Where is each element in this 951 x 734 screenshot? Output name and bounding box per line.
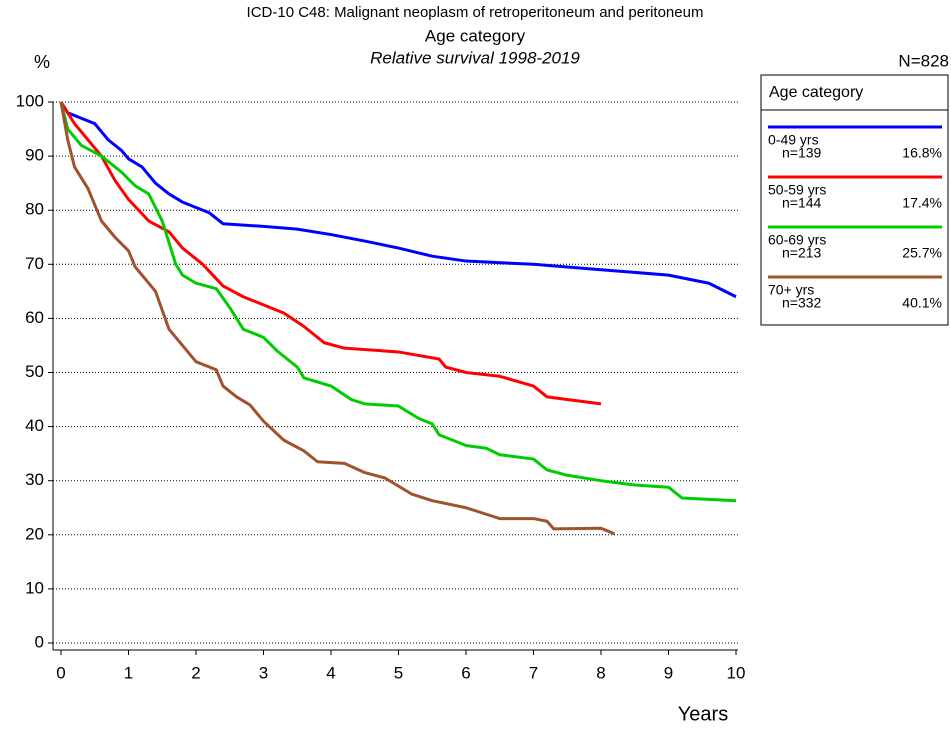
- survival-line: [59, 101, 616, 536]
- x-tick-label: 0: [56, 663, 65, 682]
- y-tick-label: 10: [25, 578, 44, 597]
- chart-subtitle: Age category: [425, 26, 526, 45]
- legend-count: n=332: [782, 295, 822, 311]
- x-axis-label: Years: [678, 703, 728, 725]
- y-tick-label: 60: [25, 308, 44, 327]
- legend-share: 17.4%: [902, 195, 942, 211]
- legend-share: 40.1%: [902, 295, 942, 311]
- survival-line: [59, 101, 737, 503]
- y-tick-label: 90: [25, 146, 44, 165]
- y-tick-label: 40: [25, 416, 44, 435]
- x-tick-label: 1: [124, 663, 133, 682]
- x-tick-label: 7: [529, 663, 538, 682]
- y-tick-label: 100: [16, 91, 44, 110]
- legend-name: 0-49 yrs: [768, 132, 819, 148]
- x-tick-label: 6: [461, 663, 470, 682]
- chart-caption: Relative survival 1998-2019: [370, 48, 580, 67]
- x-tick-label: 10: [727, 663, 746, 682]
- legend-share: 25.7%: [902, 245, 942, 261]
- legend-name: 70+ yrs: [768, 282, 814, 298]
- total-label: N=828: [898, 51, 949, 70]
- y-tick-label: 30: [25, 470, 44, 489]
- x-tick-label: 2: [191, 663, 200, 682]
- x-tick-label: 4: [326, 663, 335, 682]
- survival-line: [59, 101, 737, 299]
- y-tick-label: 80: [25, 200, 44, 219]
- legend-box: [760, 74, 949, 326]
- chart-title: ICD-10 C48: Malignant neoplasm of retrop…: [247, 4, 704, 21]
- survival-line: [59, 101, 602, 406]
- y-tick-label: 0: [35, 632, 44, 651]
- x-tick-label: 5: [394, 663, 403, 682]
- legend-count: n=213: [782, 245, 822, 261]
- legend-name: 50-59 yrs: [768, 182, 826, 198]
- legend-count: n=144: [782, 195, 822, 211]
- y-tick-label: 20: [25, 524, 44, 543]
- x-tick-label: 9: [664, 663, 673, 682]
- legend-share: 16.8%: [902, 145, 942, 161]
- y-tick-label: 70: [25, 254, 44, 273]
- y-tick-label: 50: [25, 362, 44, 381]
- x-tick-label: 8: [596, 663, 605, 682]
- legend-name: 60-69 yrs: [768, 232, 826, 248]
- legend-count: n=139: [782, 145, 822, 161]
- x-tick-label: 3: [259, 663, 268, 682]
- y-axis-label: %: [34, 52, 50, 72]
- legend-title: Age category: [769, 84, 863, 101]
